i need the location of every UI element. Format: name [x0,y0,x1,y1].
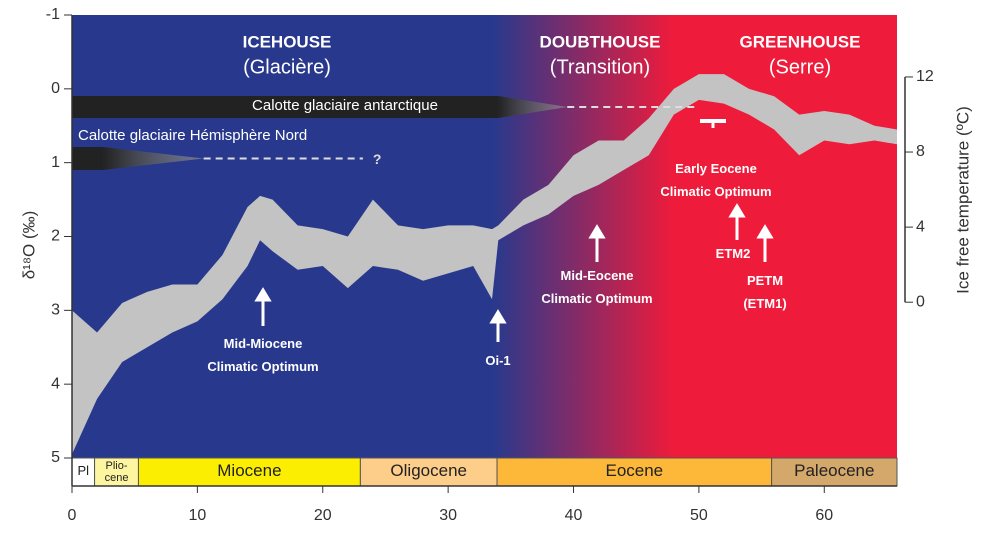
ice-sheet-label: Calotte glaciaire Hémisphère Nord [78,127,307,144]
epoch [496,457,773,487]
epoch-label-line: Miocene [217,461,281,480]
x-tick-label: 50 [690,507,708,524]
y2-axis-label: Ice free temperature (ºC) [953,106,972,294]
annotation-line: Climatic Optimum [660,184,771,199]
annotation: Mid-Miocene Climatic Optimum [207,336,318,374]
y-tick-label: 0 [51,80,60,97]
epoch-label-line: Plio- [106,460,128,472]
epoch-label: Pl [78,463,90,478]
ice-sheet-label: Calotte glaciaire antarctique [252,97,438,114]
x-tick-label: 20 [314,507,332,524]
annotation: Oi-1 [485,353,510,368]
ice-sheet-bar [72,96,499,118]
epoch [94,457,139,487]
annotation: Mid-Eocene Climatic Optimum [541,268,652,306]
annotation-line: (ETM1) [743,296,786,311]
y2-tick-label: 12 [916,68,934,85]
y-tick-label: -1 [46,6,60,23]
epoch-label-line: Eocene [605,461,663,480]
ice-sheet-bar [72,147,104,170]
y-tick-label: 3 [51,302,60,319]
arrow [728,203,746,240]
x-tick-label: 60 [815,507,833,524]
arrow [254,287,272,326]
arrow [489,309,507,342]
ice-sheet-taper [103,147,204,170]
annotation-line: PETM [747,273,783,288]
ice-sheet-mark: ? [373,151,382,167]
epoch-label: Miocene [217,461,281,480]
annotation: PETM (ETM1) [743,273,786,311]
region-subtitle: (Serre) [769,56,831,78]
y-axis-label: δ¹⁸O (‰) [19,211,38,280]
annotation-line: Early Eocene [675,161,757,176]
annotation-line: Climatic Optimum [541,291,652,306]
annotation-line: Climatic Optimum [207,359,318,374]
arrow [588,224,606,262]
arrow [756,224,774,262]
epoch-label-line: Paleocene [794,461,874,480]
y-tick-label: 4 [51,375,60,392]
y-tick-label: 2 [51,228,60,245]
annotation-line: Oi-1 [485,353,510,368]
x-tick-label: 40 [565,507,583,524]
region-subtitle: (Glacière) [243,56,331,78]
y2-tick-label: 8 [916,143,925,160]
y-tick-label: 5 [51,449,60,466]
x-tick-label: 10 [188,507,206,524]
epoch-label: Paleocene [794,461,874,480]
epoch-label-line: Pl [78,463,90,478]
epoch-label: Plio-cene [105,460,129,484]
annotation-line: Mid-Eocene [561,268,634,283]
region-title: DOUBTHOUSE [540,32,661,51]
epoch-label-line: Oligocene [390,461,467,480]
region-subtitle: (Transition) [550,56,650,78]
x-tick-label: 30 [439,507,457,524]
annotation-line: Mid-Miocene [224,336,303,351]
epoch-label: Eocene [605,461,663,480]
epoch-label: Oligocene [390,461,467,480]
region-title: GREENHOUSE [740,32,861,51]
y2-tick-label: 4 [916,218,925,235]
annotation-line: ETM2 [716,246,751,261]
annotation: Early Eocene Climatic Optimum [660,161,771,199]
epoch [137,457,361,487]
epoch [771,457,898,487]
x-tick-label: 0 [68,507,77,524]
epoch-label-line: cene [105,472,129,484]
ice-sheet-taper [498,96,568,118]
region-title: ICEHOUSE [243,32,332,51]
y-tick-label: 1 [51,154,60,171]
annotation: ETM2 [716,246,751,261]
y2-tick-label: 0 [916,293,925,310]
isotope-band [72,74,897,455]
